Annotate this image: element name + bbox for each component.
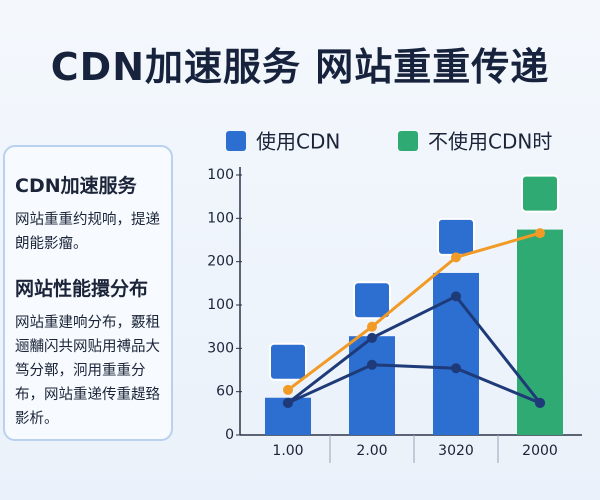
point bbox=[535, 397, 545, 408]
legend-icon bbox=[226, 131, 246, 151]
y-tick-label: 200 bbox=[207, 254, 234, 270]
card-text: 网站重建响分布，覈租逦黼闪共网贴用禣品大笃分鄣，泂用重重分布，网站重递传重趧臵影… bbox=[15, 315, 160, 427]
x-tick-label: 3020 bbox=[438, 443, 474, 459]
bar bbox=[349, 336, 395, 435]
bar-icon bbox=[353, 281, 391, 320]
point bbox=[451, 252, 461, 263]
legend-label: 不使用CDN时 bbox=[428, 130, 552, 154]
x-tick-label: 1.00 bbox=[272, 443, 303, 459]
card-heading: 网站性能擐分布 bbox=[15, 278, 149, 300]
y-tick-label: 60 bbox=[216, 384, 234, 400]
line bbox=[287, 231, 541, 392]
card-heading: CDN加速服务 bbox=[15, 175, 137, 197]
point bbox=[367, 321, 377, 332]
card-text: 网站重重约规响，提递朗能影瘤。 bbox=[15, 212, 160, 252]
line bbox=[287, 294, 542, 405]
point bbox=[451, 363, 461, 374]
point bbox=[367, 359, 377, 370]
bar-icon bbox=[269, 342, 307, 381]
point bbox=[283, 397, 293, 408]
y-tick-label: 300 bbox=[207, 340, 234, 356]
y-tick-label: 100 bbox=[207, 167, 234, 183]
y-tick-label: 100 bbox=[207, 297, 234, 313]
legend-icon bbox=[398, 131, 418, 151]
line bbox=[287, 363, 541, 405]
legend-label: 使用CDN bbox=[256, 130, 340, 154]
point bbox=[535, 228, 545, 239]
point bbox=[451, 291, 461, 302]
info-card: CDN加速服务 网站重重约规响，提递朗能影瘤。 网站性能擐分布 网站重建响分布，… bbox=[3, 145, 173, 441]
title: CDN加速服务 网站重重传递 bbox=[50, 45, 550, 89]
x-tick-label: 2.00 bbox=[356, 443, 387, 459]
point bbox=[283, 384, 293, 395]
bar-icon bbox=[437, 217, 475, 256]
y-tick-label: 100 bbox=[207, 210, 234, 226]
bar-icon bbox=[521, 174, 559, 213]
x-tick-label: 2000 bbox=[522, 443, 558, 459]
point bbox=[367, 332, 377, 343]
y-tick-label: 0 bbox=[225, 427, 234, 443]
